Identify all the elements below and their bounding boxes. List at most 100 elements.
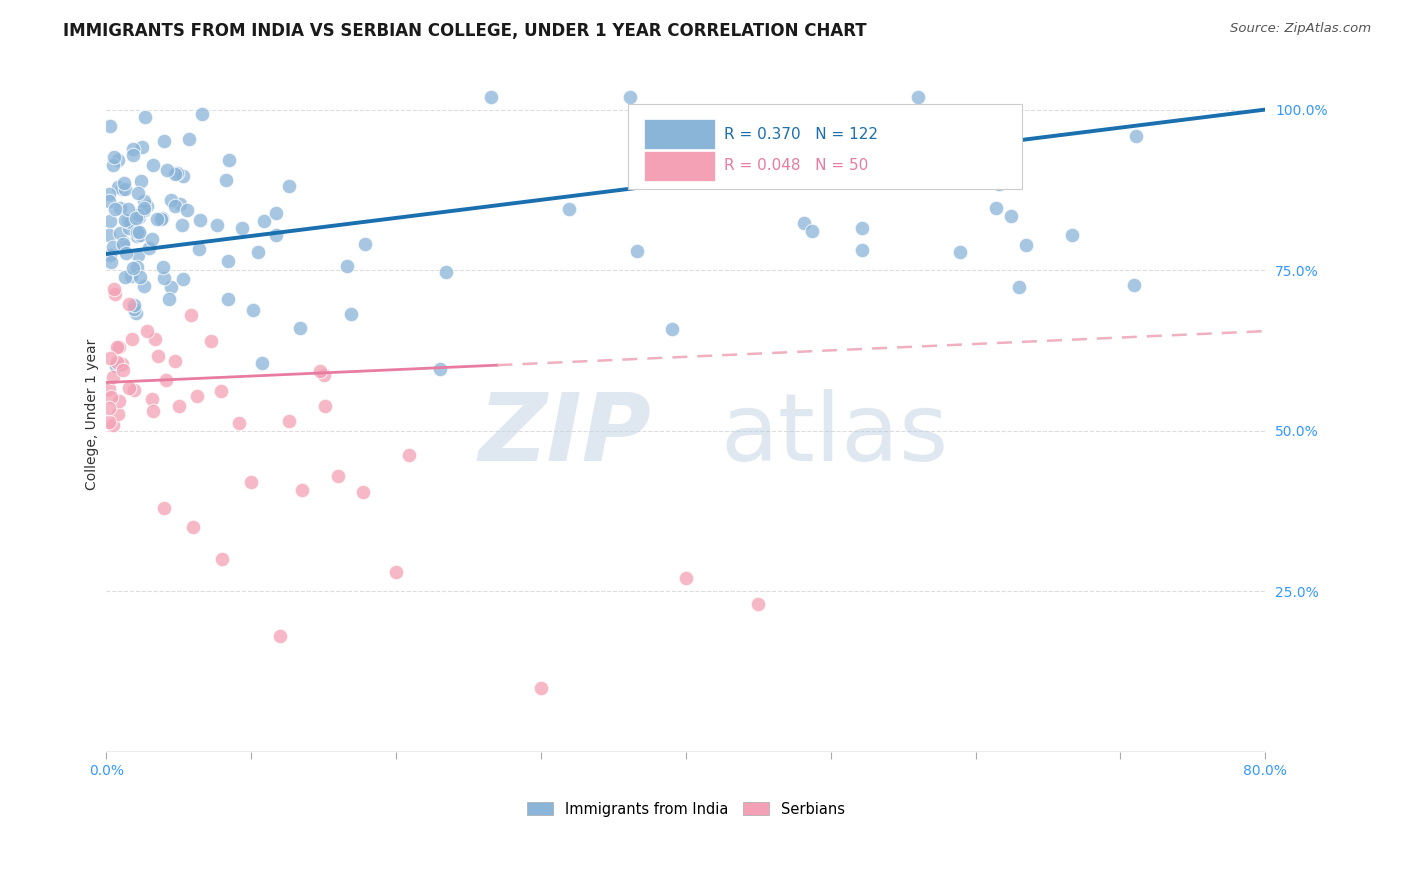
Point	[117, 214, 139, 228]
Point	[127, 186, 149, 200]
Point	[146, 349, 169, 363]
Point	[191, 107, 214, 121]
Point	[155, 373, 177, 387]
Point	[253, 214, 276, 228]
Point	[129, 269, 152, 284]
Point	[163, 354, 186, 368]
Point	[98, 186, 121, 201]
Point	[429, 362, 451, 376]
Point	[166, 166, 188, 180]
Point	[188, 213, 211, 227]
Point	[114, 213, 136, 227]
Point	[278, 414, 301, 428]
Point	[291, 483, 314, 497]
Point	[153, 271, 176, 285]
Point	[172, 169, 194, 183]
Point	[240, 475, 263, 489]
Point	[1122, 277, 1144, 292]
Text: R = 0.048   N = 50: R = 0.048 N = 50	[724, 158, 869, 173]
Point	[129, 228, 152, 243]
Point	[172, 272, 194, 286]
Point	[205, 218, 228, 232]
Text: ZIP: ZIP	[478, 389, 651, 481]
Point	[108, 226, 131, 240]
Point	[105, 359, 128, 373]
Point	[1000, 209, 1022, 223]
Point	[1062, 228, 1084, 243]
Point	[264, 228, 287, 243]
Point	[793, 215, 815, 229]
Point	[626, 244, 648, 259]
Point	[181, 520, 204, 534]
Point	[120, 268, 142, 283]
Point	[108, 201, 131, 215]
Point	[127, 209, 149, 223]
Point	[149, 211, 172, 226]
Point	[156, 163, 179, 178]
Point	[111, 182, 134, 196]
Point	[105, 355, 128, 369]
Point	[122, 148, 145, 162]
Point	[479, 89, 502, 103]
Text: Source: ZipAtlas.com: Source: ZipAtlas.com	[1230, 22, 1371, 36]
Point	[118, 215, 141, 229]
Point	[918, 146, 941, 161]
Point	[326, 468, 349, 483]
Point	[103, 158, 125, 172]
Point	[100, 351, 122, 366]
Point	[661, 322, 683, 336]
Point	[247, 245, 270, 260]
FancyBboxPatch shape	[644, 120, 714, 149]
Point	[135, 199, 157, 213]
Point	[352, 485, 374, 500]
Point	[269, 629, 291, 643]
Point	[103, 240, 125, 254]
Point	[146, 212, 169, 227]
Point	[111, 236, 134, 251]
Point	[112, 235, 135, 249]
Point	[127, 248, 149, 262]
Point	[122, 260, 145, 275]
Point	[769, 145, 792, 160]
Point	[153, 134, 176, 148]
Point	[309, 364, 332, 378]
Point	[141, 232, 163, 246]
Point	[250, 356, 273, 370]
Point	[558, 202, 581, 216]
Point	[228, 416, 250, 430]
Point	[142, 404, 165, 418]
Point	[851, 220, 873, 235]
Point	[105, 340, 128, 354]
Point	[153, 500, 176, 515]
Point	[217, 253, 239, 268]
Point	[114, 270, 136, 285]
Point	[98, 401, 121, 415]
Point	[177, 132, 200, 146]
Point	[264, 206, 287, 220]
Point	[385, 565, 408, 579]
Point	[104, 286, 127, 301]
Point	[354, 237, 377, 252]
Point	[100, 254, 122, 268]
Point	[737, 120, 759, 134]
Point	[218, 153, 240, 168]
Point	[180, 308, 202, 322]
Point	[118, 381, 141, 395]
Point	[141, 392, 163, 406]
Point	[215, 173, 238, 187]
Point	[112, 177, 135, 191]
Point	[107, 407, 129, 421]
Point	[104, 202, 127, 216]
Point	[122, 142, 145, 156]
Point	[159, 194, 181, 208]
FancyBboxPatch shape	[628, 104, 1022, 189]
Point	[211, 552, 233, 566]
Point	[288, 321, 311, 335]
Point	[101, 369, 124, 384]
Text: R = 0.370   N = 122: R = 0.370 N = 122	[724, 127, 879, 142]
Point	[135, 324, 157, 338]
Point	[1008, 280, 1031, 294]
Point	[747, 597, 769, 611]
Point	[170, 218, 193, 232]
Point	[118, 221, 141, 235]
